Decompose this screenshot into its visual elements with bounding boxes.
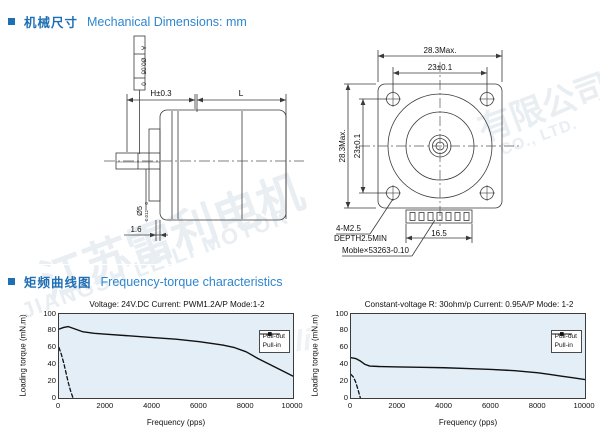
chart-title: Voltage: 24V.DC Current: PWM1.2A/P Mode:… [89, 300, 265, 309]
motor-front-boss [148, 128, 161, 202]
dimension-arrowheads-front [345, 53, 502, 241]
dim-outer-vertical: 28.3Max. [338, 130, 347, 163]
chart-x-ticks: 0 2000 4000 6000 8000 10000 [347, 401, 595, 413]
series-pull-out [59, 325, 293, 377]
bullet-icon [8, 18, 15, 25]
chart-x-axis-label: Frequency (pps) [146, 418, 206, 427]
chart-plot-area: Pull-out Pull-in [350, 313, 586, 399]
y-tick-label: 100 [43, 308, 56, 318]
chart-plot-area: Pull-out Pull-in [58, 313, 294, 399]
motor-body-outline [159, 109, 287, 221]
y-tick-label: 60 [339, 342, 348, 352]
legend-line-dashed [551, 332, 572, 336]
y-tick-label: 60 [47, 342, 56, 352]
dim-hole-vertical: 23±0.1 [353, 133, 362, 158]
chart-y-axis-label: Loading torque (mN.m) [310, 314, 320, 397]
chart-legend: Pull-out Pull-in [550, 330, 582, 353]
dim-l-label: L [239, 88, 244, 98]
chart-y-ticks: 0 20 40 60 80 100 [34, 308, 56, 402]
dim-shaft-tol-upper: 0 [144, 201, 149, 204]
section-header-mechanical: 机械尺寸 Mechanical Dimensions: mm [8, 12, 247, 31]
section-divider [0, 264, 600, 265]
x-tick-label: 4000 [435, 401, 453, 410]
chart-legend: Pull-out Pull-in [258, 330, 290, 353]
legend-label: Pull-out [262, 333, 285, 340]
x-tick-label: 8000 [236, 401, 254, 410]
chart-y-ticks: 0 20 40 60 80 100 [326, 308, 348, 402]
chart-y-axis-label: Loading torque (mN.m) [18, 314, 28, 397]
x-tick-label: 2000 [96, 401, 114, 410]
legend-label: Pull-out [554, 333, 577, 340]
series-pull-out [351, 356, 585, 381]
thread-note-line1: 4-M2.5 [336, 224, 361, 233]
chart-x-axis-label: Frequency (pps) [438, 418, 498, 427]
connector-note: Moble×53263-0.10 [342, 246, 409, 255]
x-tick-label: 10000 [281, 401, 303, 410]
y-tick-label: 0 [51, 392, 56, 402]
x-tick-label: 10000 [573, 401, 595, 410]
y-tick-label: 20 [47, 375, 56, 385]
section-title-cn: 机械尺寸 [24, 16, 79, 30]
bullet-icon [8, 278, 15, 285]
chart-curves [351, 356, 585, 398]
series-pull-in [351, 373, 362, 398]
y-tick-label: 80 [47, 325, 56, 335]
dim-flat-label: 1.6 [130, 225, 142, 234]
dim-shaft-dia-label: Ø5 [135, 206, 144, 216]
x-tick-label: 4000 [143, 401, 161, 410]
x-tick-label: 6000 [189, 401, 207, 410]
y-tick-label: 80 [339, 325, 348, 335]
chart-title: Constant-voltage R: 30ohm/p Current: 0.9… [364, 300, 574, 309]
y-tick-label: 40 [47, 358, 56, 368]
chart-pwm-drive: Voltage: 24V.DC Current: PWM1.2A/P Mode:… [14, 300, 304, 440]
mechanical-front-view: 28.3Max. 23±0.1 28.3Max. 23±0.1 4-M2.5 D… [330, 28, 570, 268]
legend-item-pull-in: Pull-in [551, 332, 577, 351]
mechanical-side-view: A Ø0.05 0 H±0.3 L Ø5 0 -0.012 1.6 [90, 34, 320, 264]
y-tick-label: 40 [339, 358, 348, 368]
chart-x-ticks: 0 2000 4000 6000 8000 10000 [55, 401, 303, 413]
section-title-cn: 矩频曲线图 [24, 276, 92, 290]
legend-label: Pull-in [262, 341, 281, 349]
x-tick-label: 8000 [528, 401, 546, 410]
dimension-arrowheads [127, 97, 286, 238]
section-title-en: Frequency-torque characteristics [100, 274, 283, 289]
tolerance-symbol: A [140, 46, 147, 51]
x-tick-label: 0 [55, 401, 61, 410]
chart-constant-voltage-drive: Constant-voltage R: 30ohm/p Current: 0.9… [306, 300, 596, 440]
legend-item-pull-in: Pull-in [259, 332, 285, 351]
legend-label: Pull-in [554, 341, 573, 349]
y-tick-label: 20 [339, 375, 348, 385]
y-tick-label: 100 [335, 308, 348, 318]
x-tick-label: 6000 [481, 401, 499, 410]
dim-h-label: H±0.3 [150, 89, 172, 98]
chart-curves [59, 325, 293, 398]
section-title-en: Mechanical Dimensions: mm [87, 14, 247, 29]
tolerance-datum: 0 [140, 82, 147, 86]
x-tick-label: 0 [347, 401, 353, 410]
connector-block [405, 209, 473, 224]
dim-outer-horizontal: 28.3Max. [424, 46, 457, 55]
x-tick-label: 2000 [388, 401, 406, 410]
thread-note-line2: DEPTH2.5MIN [334, 234, 387, 243]
dim-connector-width: 16.5 [431, 229, 447, 238]
series-pull-in [59, 346, 74, 398]
dim-hole-horizontal: 23±0.1 [428, 63, 453, 72]
dim-shaft-tol-lower: -0.012 [144, 209, 149, 222]
legend-line-dashed [259, 332, 280, 336]
y-tick-label: 0 [343, 392, 348, 402]
section-header-frequency: 矩频曲线图 Frequency-torque characteristics [8, 272, 283, 291]
tolerance-value: Ø0.05 [140, 58, 147, 75]
